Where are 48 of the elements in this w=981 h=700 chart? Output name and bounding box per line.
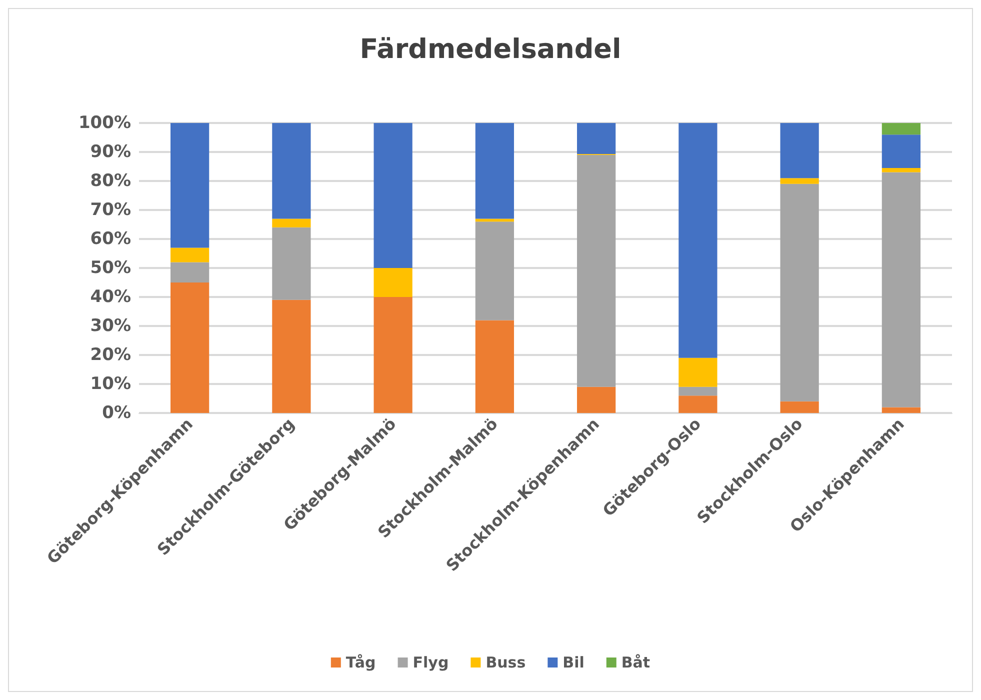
bar — [678, 123, 718, 358]
legend-label: Tåg — [346, 654, 376, 672]
bar — [374, 123, 412, 268]
bar — [577, 386, 616, 413]
bar — [272, 218, 311, 228]
bar — [780, 123, 819, 178]
y-tick-label: 60% — [90, 229, 131, 249]
bar — [475, 320, 514, 413]
bar — [170, 282, 210, 413]
bar — [882, 168, 920, 172]
bar — [272, 123, 311, 219]
y-tick-label: 30% — [90, 316, 131, 336]
y-tick-label: 40% — [90, 287, 131, 307]
bar — [272, 227, 311, 300]
bar — [374, 268, 412, 297]
bar — [272, 300, 311, 413]
y-tick-label: 100% — [78, 113, 131, 133]
y-tick-label: 20% — [90, 345, 131, 365]
bar — [475, 222, 514, 320]
legend-label: Bil — [562, 654, 584, 672]
bar — [882, 123, 920, 135]
bar — [170, 248, 210, 262]
bar — [170, 123, 210, 248]
chart-title: Färdmedelsandel — [360, 34, 622, 65]
bar — [170, 262, 210, 282]
legend-label: Buss — [486, 654, 526, 672]
bar — [882, 407, 920, 413]
bar — [780, 401, 819, 413]
bar — [882, 172, 920, 408]
y-tick-label: 90% — [90, 142, 131, 162]
bar — [780, 178, 819, 184]
bar — [678, 396, 718, 413]
legend-label: Flyg — [412, 654, 449, 672]
bar — [780, 184, 819, 402]
bar — [882, 134, 920, 168]
bar — [678, 358, 718, 387]
bar — [577, 123, 616, 154]
y-tick-label: 10% — [90, 374, 131, 394]
y-tick-label: 50% — [90, 258, 131, 278]
y-tick-label: 80% — [90, 171, 131, 191]
legend-label: Båt — [621, 654, 650, 672]
y-tick-label: 0% — [102, 403, 131, 423]
bar — [678, 386, 718, 396]
bar — [577, 154, 616, 387]
y-tick-label: 70% — [90, 200, 131, 220]
bar — [475, 123, 514, 219]
bar — [374, 297, 412, 413]
bar — [475, 218, 514, 222]
